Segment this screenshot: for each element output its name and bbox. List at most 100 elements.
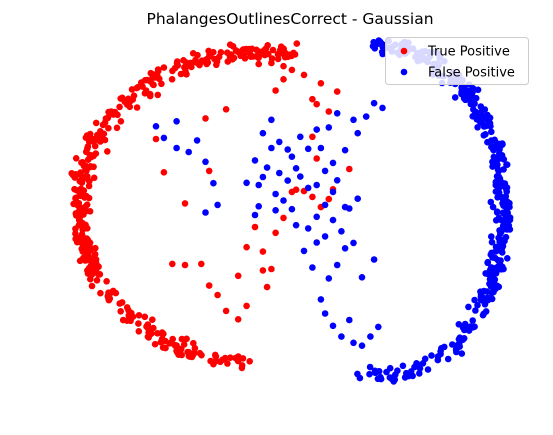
false-positive-point xyxy=(325,124,333,131)
false-positive-point xyxy=(506,203,513,211)
true-positive-point xyxy=(222,106,230,113)
true-positive-point xyxy=(151,74,159,81)
true-positive-point xyxy=(143,76,151,84)
false-positive-point xyxy=(321,201,329,209)
false-positive-point xyxy=(461,83,468,91)
legend-label-false-positive: False Positive xyxy=(428,66,515,81)
true-positive-point xyxy=(196,349,204,357)
false-positive-point xyxy=(455,336,463,343)
false-positive-point xyxy=(185,148,192,156)
true-positive-point xyxy=(255,60,262,68)
true-positive-point xyxy=(123,304,131,311)
false-positive-point xyxy=(263,164,271,171)
true-positive-point xyxy=(205,167,213,175)
false-positive-point xyxy=(329,159,337,167)
true-positive-point xyxy=(92,150,100,157)
false-positive-point xyxy=(488,143,495,151)
true-positive-point xyxy=(169,260,176,268)
false-positive-point xyxy=(358,342,366,350)
true-positive-point xyxy=(214,291,221,299)
true-positive-point xyxy=(227,354,234,362)
true-positive-point xyxy=(264,42,272,49)
true-positive-point xyxy=(119,94,126,102)
false-positive-point xyxy=(284,177,292,184)
true-positive-point xyxy=(173,59,181,67)
legend-frame xyxy=(385,37,529,85)
true-positive-point xyxy=(313,100,321,108)
false-positive-point xyxy=(304,225,312,232)
true-positive-point xyxy=(346,165,353,173)
true-positive-point xyxy=(80,254,87,262)
false-positive-point xyxy=(255,181,262,189)
false-positive-point xyxy=(494,166,502,173)
true-positive-point xyxy=(259,267,267,274)
false-positive-point xyxy=(333,261,341,269)
true-positive-point xyxy=(101,119,109,126)
true-positive-point xyxy=(246,358,253,365)
true-positive-point xyxy=(188,63,195,71)
false-positive-point xyxy=(362,113,370,120)
true-positive-point xyxy=(221,354,229,362)
false-positive-point xyxy=(280,197,287,204)
false-positive-point xyxy=(496,154,504,162)
false-positive-point xyxy=(152,123,160,130)
false-positive-point xyxy=(214,201,221,209)
false-positive-point xyxy=(377,374,384,381)
false-positive-point xyxy=(317,296,325,303)
false-positive-point xyxy=(193,137,201,144)
true-positive-point xyxy=(205,47,212,55)
true-positive-point xyxy=(239,47,246,54)
false-positive-point xyxy=(276,169,283,177)
false-positive-point xyxy=(484,111,491,119)
false-positive-point xyxy=(506,216,514,224)
false-positive-point xyxy=(437,350,444,358)
true-positive-point xyxy=(198,260,205,268)
true-positive-point xyxy=(178,335,186,343)
false-positive-point xyxy=(300,247,308,255)
false-positive-point xyxy=(255,203,262,210)
true-positive-point xyxy=(293,40,301,47)
false-positive-point xyxy=(472,307,479,314)
true-positive-point xyxy=(104,148,111,155)
false-positive-point xyxy=(444,355,452,363)
true-positive-point xyxy=(241,55,249,62)
false-positive-point xyxy=(160,134,168,142)
true-positive-point xyxy=(272,229,279,237)
false-positive-point xyxy=(403,369,410,377)
false-positive-point xyxy=(489,203,497,211)
true-positive-point xyxy=(76,191,84,198)
true-positive-point xyxy=(151,340,159,348)
true-positive-point xyxy=(103,278,110,285)
false-positive-point xyxy=(494,194,501,201)
true-positive-point xyxy=(78,179,86,186)
false-positive-point xyxy=(333,177,341,184)
true-positive-point xyxy=(119,316,127,324)
true-positive-point xyxy=(169,335,176,343)
true-positive-point xyxy=(213,61,220,69)
false-positive-point xyxy=(390,378,398,385)
false-positive-point xyxy=(367,333,374,340)
false-positive-point xyxy=(469,317,477,324)
false-positive-point xyxy=(465,303,472,311)
false-positive-point xyxy=(499,249,506,256)
false-positive-point xyxy=(459,324,467,332)
true-positive-point xyxy=(73,235,81,242)
true-positive-point xyxy=(86,270,93,278)
true-positive-point xyxy=(147,69,155,77)
false-positive-point xyxy=(276,138,283,146)
true-positive-point xyxy=(135,312,143,319)
true-positive-point xyxy=(105,109,113,117)
true-positive-point xyxy=(251,223,259,231)
false-positive-point xyxy=(354,129,362,137)
false-positive-point xyxy=(366,370,373,378)
true-positive-point xyxy=(160,64,168,71)
true-positive-point xyxy=(105,296,113,304)
true-positive-point xyxy=(247,52,255,59)
true-positive-point xyxy=(80,211,87,218)
true-positive-point xyxy=(130,92,138,99)
true-positive-point xyxy=(72,225,79,233)
false-positive-point xyxy=(288,153,296,160)
true-positive-point xyxy=(263,283,271,291)
false-positive-point xyxy=(356,374,364,382)
false-positive-point xyxy=(317,144,325,152)
